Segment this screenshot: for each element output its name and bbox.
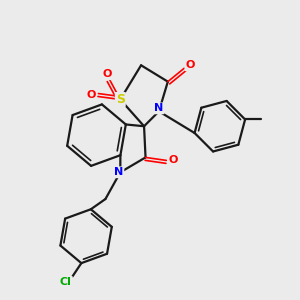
Text: Cl: Cl bbox=[60, 277, 72, 287]
Text: N: N bbox=[154, 103, 164, 113]
Text: N: N bbox=[114, 167, 123, 177]
Text: O: O bbox=[168, 155, 178, 165]
Text: O: O bbox=[102, 69, 112, 79]
Text: O: O bbox=[185, 60, 195, 70]
Text: O: O bbox=[87, 90, 96, 100]
Text: S: S bbox=[116, 93, 125, 106]
